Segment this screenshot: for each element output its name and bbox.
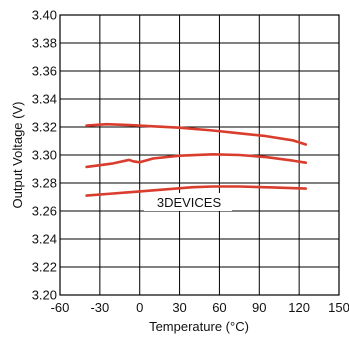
- y-tick-label: 3.20: [32, 288, 57, 303]
- x-tick-label: 30: [172, 300, 186, 315]
- watermark: 3DEVICES: [144, 193, 232, 211]
- plot-frame: [59, 14, 340, 296]
- y-tick-label: 3.28: [32, 176, 57, 191]
- y-tick-label: 3.30: [32, 148, 57, 163]
- x-tick-label: 60: [212, 300, 226, 315]
- y-tick-label: 3.38: [32, 36, 57, 51]
- data-series: [85, 122, 308, 197]
- x-tick-labels: -60 -30 0 30 60 90 120 150: [51, 300, 349, 315]
- series-line-1: [85, 122, 308, 146]
- x-tick-label: 120: [288, 300, 310, 315]
- plot-border: [59, 14, 340, 296]
- series-line-3: [85, 185, 308, 197]
- x-tick-label: -30: [90, 300, 109, 315]
- y-axis-title: Output Voltage (V): [10, 102, 25, 209]
- watermark-background: [144, 193, 232, 211]
- series-line-2: [85, 153, 308, 169]
- y-tick-label: 3.22: [32, 260, 57, 275]
- x-axis-title: Temperature (°C): [149, 319, 249, 334]
- watermark-label: 3DEVICES: [157, 195, 222, 210]
- y-tick-labels: 3.20 3.22 3.24 3.26 3.28 3.30 3.32 3.34 3.36 3.38…: [32, 8, 57, 303]
- y-tick-label: 3.32: [32, 120, 57, 135]
- x-tick-label: 150: [328, 300, 349, 315]
- x-tick-label: 0: [136, 300, 143, 315]
- y-tick-label: 3.34: [32, 92, 57, 107]
- y-tick-label: 3.24: [32, 232, 57, 247]
- y-tick-label: 3.36: [32, 64, 57, 79]
- y-tick-label: 3.26: [32, 204, 57, 219]
- y-tick-label: 3.40: [32, 8, 57, 23]
- x-tick-label: 90: [252, 300, 266, 315]
- x-tick-label: -60: [51, 300, 70, 315]
